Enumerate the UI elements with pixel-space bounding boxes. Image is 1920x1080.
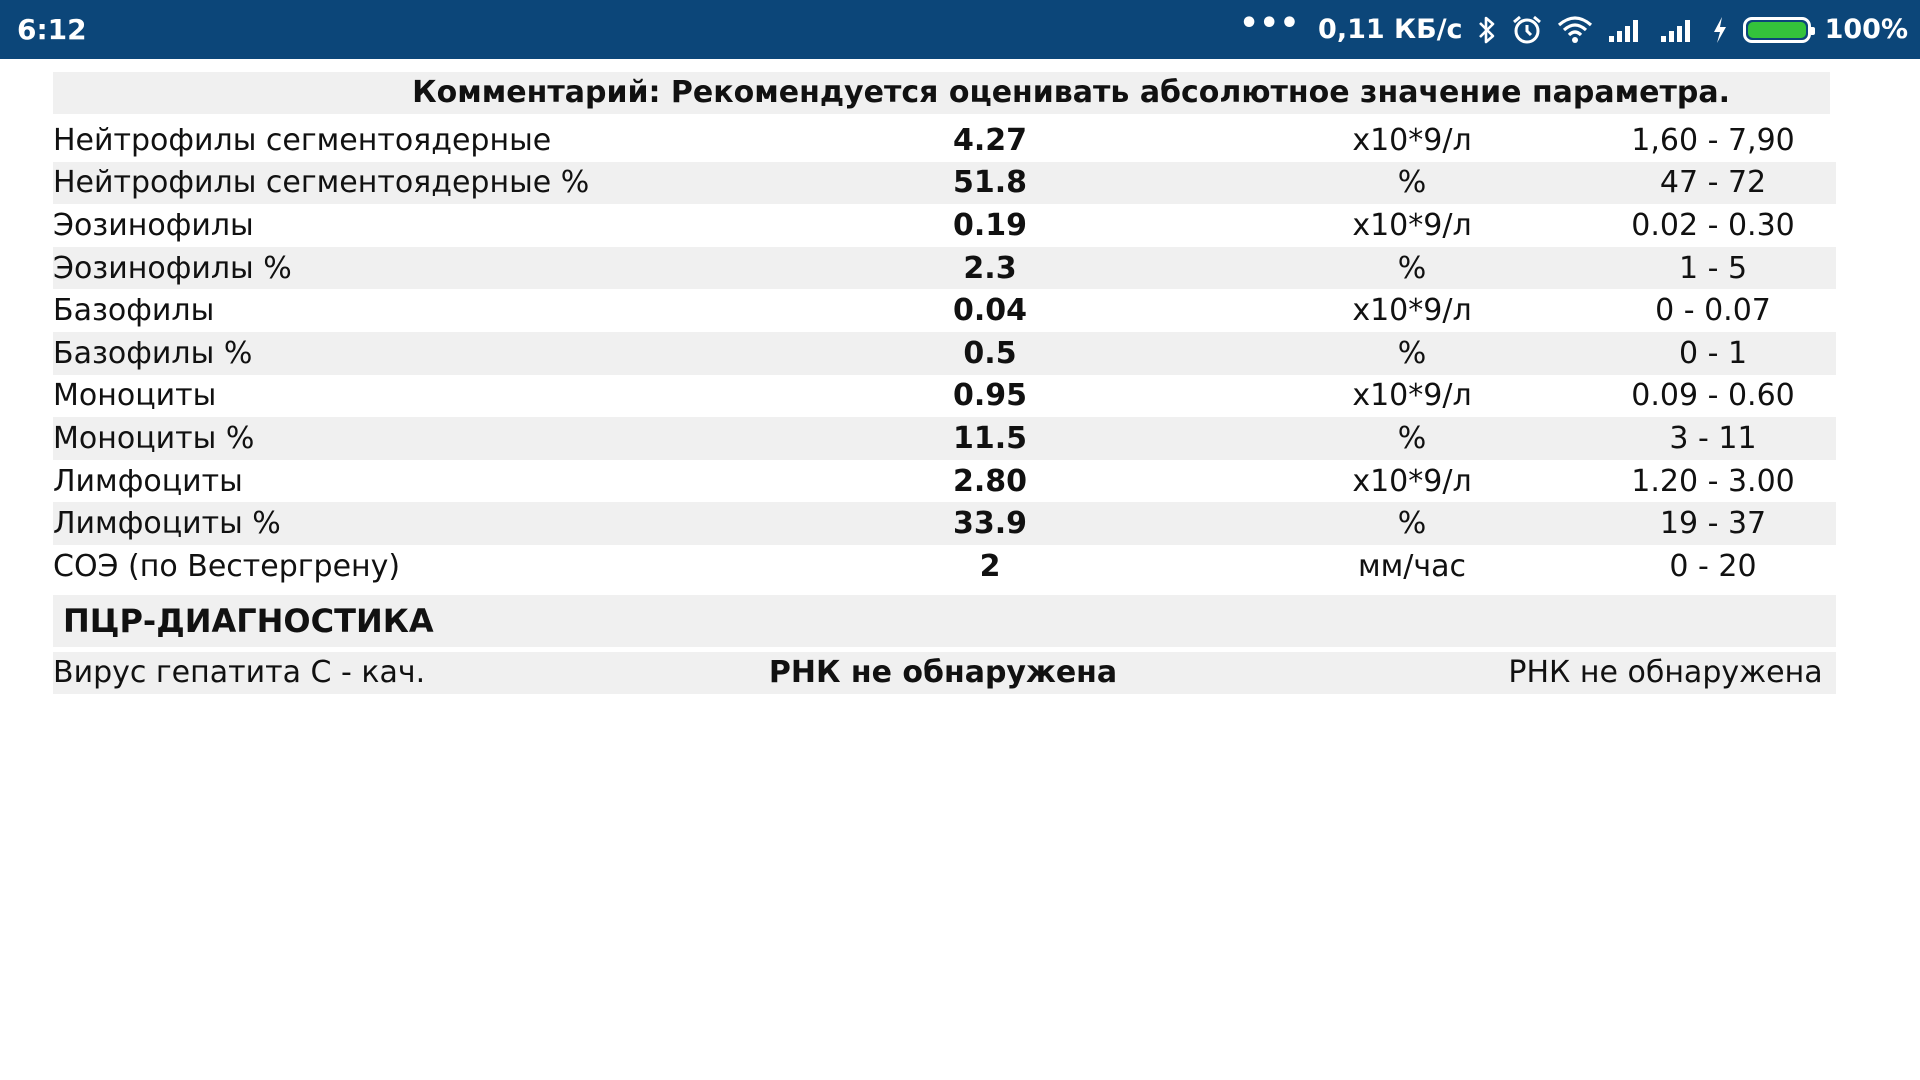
comment-row: Комментарий: Рекомендуется оценивать абс… [53, 72, 1830, 114]
result-value: 33.9 [937, 506, 1043, 541]
result-unit: % [1307, 165, 1517, 200]
result-reference: 1 - 5 [1553, 251, 1873, 286]
result-unit: x10*9/л [1307, 464, 1517, 499]
result-name: Базофилы % [53, 336, 252, 371]
result-value: 0.19 [937, 208, 1043, 243]
table-row: СОЭ (по Вестергрену) 2 мм/час 0 - 20 [53, 545, 1836, 588]
pcr-row: Вирус гепатита С - кач. РНК не обнаружен… [53, 652, 1836, 694]
wifi-icon [1557, 15, 1593, 45]
result-value: 11.5 [937, 421, 1043, 456]
status-time: 6:12 [17, 13, 87, 46]
result-unit: x10*9/л [1307, 378, 1517, 413]
result-name: Моноциты [53, 378, 216, 413]
network-speed: 0,11 КБ/с [1318, 14, 1463, 45]
result-reference: 3 - 11 [1553, 421, 1873, 456]
table-row: Лимфоциты 2.80 x10*9/л 1.20 - 3.00 [53, 460, 1836, 503]
result-unit: x10*9/л [1307, 293, 1517, 328]
battery-level [1748, 22, 1806, 38]
results-table: Нейтрофилы сегментоядерные 4.27 x10*9/л 1,6… [53, 119, 1836, 588]
table-row: Моноциты 0.95 x10*9/л 0.09 - 0.60 [53, 375, 1836, 418]
result-value: 0.95 [937, 378, 1043, 413]
result-name: Моноциты % [53, 421, 254, 456]
result-reference: 0.02 - 0.30 [1553, 208, 1873, 243]
result-value: 0.04 [937, 293, 1043, 328]
result-value: 2 [937, 549, 1043, 584]
result-unit: % [1307, 421, 1517, 456]
result-unit: x10*9/л [1307, 208, 1517, 243]
result-value: 51.8 [937, 165, 1043, 200]
pcr-name: Вирус гепатита С - кач. [53, 652, 425, 694]
result-unit: мм/час [1307, 549, 1517, 584]
result-reference: 47 - 72 [1553, 165, 1873, 200]
table-row: Нейтрофилы сегментоядерные 4.27 x10*9/л 1,6… [53, 119, 1836, 162]
result-reference: 19 - 37 [1553, 506, 1873, 541]
bluetooth-icon [1477, 15, 1497, 45]
table-row: Лимфоциты % 33.9% 19 - 37 [53, 502, 1836, 545]
result-name: Эозинофилы [53, 208, 254, 243]
pcr-value: РНК не обнаружена [733, 652, 1153, 694]
result-name: Базофилы [53, 293, 214, 328]
result-reference: 0 - 0.07 [1553, 293, 1873, 328]
signal-icon [1659, 16, 1697, 44]
result-reference: 0.09 - 0.60 [1553, 378, 1873, 413]
result-reference: 1.20 - 3.00 [1553, 464, 1873, 499]
result-value: 2.3 [937, 251, 1043, 286]
result-name: Нейтрофилы сегментоядерные [53, 123, 551, 158]
table-row: Нейтрофилы сегментоядерные % 51.8% 47 - 72 [53, 162, 1836, 205]
result-reference: 1,60 - 7,90 [1553, 123, 1873, 158]
result-value: 4.27 [937, 123, 1043, 158]
result-unit: % [1307, 336, 1517, 371]
result-name: Лимфоциты % [53, 506, 281, 541]
alarm-icon [1511, 14, 1543, 46]
result-name: Эозинофилы % [53, 251, 292, 286]
result-value: 0.5 [937, 336, 1043, 371]
battery-icon [1743, 17, 1811, 43]
table-row: Моноциты % 11.5% 3 - 11 [53, 417, 1836, 460]
result-unit: % [1307, 506, 1517, 541]
result-name: Лимфоциты [53, 464, 243, 499]
result-reference: 0 - 20 [1553, 549, 1873, 584]
table-row: Базофилы % 0.5% 0 - 1 [53, 332, 1836, 375]
result-unit: % [1307, 251, 1517, 286]
status-icons: ••• 0,11 КБ/с 100% [1240, 0, 1909, 59]
result-name: СОЭ (по Вестергрену) [53, 549, 400, 584]
charging-icon [1711, 15, 1729, 45]
section-title: ПЦР-ДИАГНОСТИКА [53, 595, 1836, 647]
table-row: Базофилы 0.04 x10*9/л 0 - 0.07 [53, 289, 1836, 332]
result-name: Нейтрофилы сегментоядерные % [53, 165, 589, 200]
table-row: Эозинофилы % 2.3% 1 - 5 [53, 247, 1836, 290]
table-row: Эозинофилы 0.19 x10*9/л 0.02 - 0.30 [53, 204, 1836, 247]
result-value: 2.80 [937, 464, 1043, 499]
battery-percent: 100% [1825, 14, 1908, 45]
result-unit: x10*9/л [1307, 123, 1517, 158]
more-dots-icon: ••• [1240, 6, 1301, 41]
status-bar: 6:12 ••• 0,11 КБ/с 100% [0, 0, 1920, 59]
pcr-reference: РНК не обнаружена [1493, 652, 1838, 694]
signal-icon [1607, 16, 1645, 44]
result-reference: 0 - 1 [1553, 336, 1873, 371]
